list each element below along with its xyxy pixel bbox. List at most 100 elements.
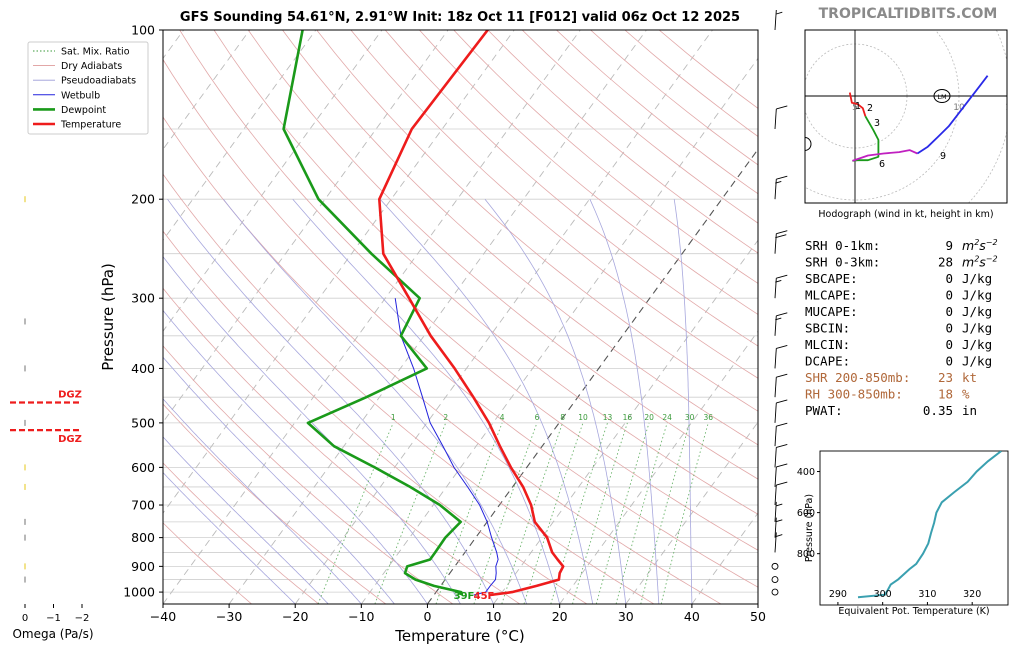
index-label: MLCIN: bbox=[805, 337, 850, 352]
pseudoadiabat-line bbox=[673, 199, 693, 604]
hodograph-ring-label: 10 bbox=[953, 103, 965, 113]
pseudoadiabat-line bbox=[223, 198, 527, 604]
theta-e-y-tick-label: 800 bbox=[797, 549, 815, 560]
dry-adiabat-line bbox=[163, 116, 722, 604]
dry-adiabat-line bbox=[453, 30, 758, 284]
index-value: 0 bbox=[945, 271, 953, 286]
calm-wind-circle bbox=[771, 562, 779, 570]
hodograph-height-label: 2 bbox=[867, 103, 873, 114]
wind-barb-staff bbox=[774, 233, 777, 254]
legend-label: Dry Adiabats bbox=[61, 61, 122, 72]
pseudoadiabat-line bbox=[163, 256, 461, 604]
wetbulb-profile-line bbox=[394, 298, 499, 596]
theta-e-x-tick-label: 300 bbox=[874, 589, 892, 600]
theta-e-y-tick-label: 400 bbox=[797, 467, 815, 478]
pseudoadiabat-line bbox=[163, 356, 395, 604]
wind-barb-half-flag bbox=[775, 279, 782, 283]
hodograph: 51015202512369LMRM bbox=[796, 30, 1016, 203]
hodograph-height-label: 1 bbox=[855, 101, 861, 112]
mixing-ratio-line bbox=[435, 422, 503, 604]
mixing-ratio-label: 10 bbox=[578, 413, 588, 422]
theta-e-panel: 400 600 800 290 300 310 320 bbox=[797, 450, 1009, 606]
legend-label: Wetbulb bbox=[61, 90, 100, 101]
y-tick-label: 100 bbox=[131, 23, 155, 38]
wind-barb-staff bbox=[774, 447, 777, 468]
index-unit: in bbox=[962, 403, 977, 418]
hodograph-segment bbox=[916, 75, 989, 155]
wind-barb-flag bbox=[776, 463, 788, 468]
y-axis-label: Pressure (hPa) bbox=[99, 263, 117, 371]
mixing-ratio-label: 24 bbox=[662, 413, 672, 422]
theta-e-x-tick-label: 320 bbox=[963, 589, 981, 600]
index-label: SHR 200-850mb: bbox=[805, 370, 910, 385]
index-unit: J/kg bbox=[962, 321, 992, 336]
hodograph-ring-label: 5 bbox=[852, 103, 858, 113]
wind-barb-flag bbox=[776, 312, 788, 317]
hodograph-height-label: 3 bbox=[874, 118, 880, 129]
wind-barb-flag bbox=[776, 481, 788, 486]
hodograph-ring-label: 15 bbox=[1005, 103, 1016, 113]
mixing-ratio-label: 36 bbox=[704, 413, 714, 422]
mixing-ratio-label: 30 bbox=[685, 413, 695, 422]
theta-e-frame bbox=[819, 450, 1009, 606]
wind-barb-staff bbox=[774, 501, 777, 522]
index-unit: J/kg bbox=[962, 304, 992, 319]
storm-motion-label: RM bbox=[796, 141, 806, 149]
index-value: 0 bbox=[945, 337, 953, 352]
dry-adiabat-line bbox=[384, 30, 758, 347]
pseudoadiabat-line bbox=[163, 471, 296, 604]
wind-barb-staff bbox=[774, 348, 777, 369]
wind-barb-staff bbox=[774, 377, 777, 398]
mixing-ratio-line bbox=[317, 422, 394, 604]
indices-table: SRH 0-1km: 9 m2s−2 SRH 0-3km: 28 m2s−2 SBCAPE:… bbox=[805, 238, 998, 418]
isotherm-line bbox=[228, 30, 647, 604]
wind-barb-half-flag bbox=[776, 519, 783, 523]
mixing-ratio-line bbox=[473, 422, 538, 604]
mixing-ratio-line bbox=[550, 422, 608, 604]
y-tick-label: 700 bbox=[131, 498, 155, 513]
dry-adiabat-line bbox=[163, 173, 655, 604]
dry-adiabat-line bbox=[163, 522, 252, 604]
theta-e-x-tick-label: 290 bbox=[829, 589, 847, 600]
index-unit: kt bbox=[962, 370, 977, 385]
mixing-ratio-line bbox=[572, 422, 628, 604]
dry-adiabat-line bbox=[163, 58, 758, 588]
dry-adiabat-line bbox=[163, 462, 319, 604]
mixing-ratio-label: 1 bbox=[391, 413, 396, 422]
x-tick-label: −20 bbox=[282, 609, 308, 624]
index-label: RH 300-850mb: bbox=[805, 387, 903, 402]
index-value: 9 bbox=[945, 238, 953, 253]
isotherm-line bbox=[163, 30, 251, 151]
dry-adiabat-line bbox=[350, 30, 758, 379]
index-unit: m2s−2 bbox=[962, 255, 998, 270]
index-label: SRH 0-3km: bbox=[805, 255, 880, 270]
wind-barb-flag bbox=[776, 344, 788, 349]
pseudoadiabat-line bbox=[163, 436, 329, 604]
wind-barb-flag bbox=[776, 443, 788, 448]
index-value: 28 bbox=[938, 255, 953, 270]
index-label: SRH 0-1km: bbox=[805, 238, 880, 253]
legend-label: Pseudoadiabats bbox=[61, 76, 136, 87]
legend-label: Temperature bbox=[60, 120, 121, 131]
index-value: 18 bbox=[938, 387, 953, 402]
wind-barb-staff bbox=[774, 278, 777, 299]
wind-barb-flag bbox=[776, 105, 788, 110]
y-tick-label: 500 bbox=[131, 415, 155, 430]
isotherm-line bbox=[163, 30, 449, 423]
y-tick-label: 400 bbox=[131, 361, 155, 376]
theta-e-y-label: Pressure (hPa) bbox=[804, 494, 815, 562]
wind-barb-half-flag bbox=[776, 11, 783, 15]
index-unit: J/kg bbox=[962, 354, 992, 369]
wind-barb-staff bbox=[774, 484, 777, 506]
dewpoint-profile-line bbox=[282, 30, 463, 596]
mean-motion-label: LM bbox=[937, 93, 946, 101]
dry-adiabat-line bbox=[316, 30, 758, 412]
index-unit: J/kg bbox=[962, 337, 992, 352]
x-axis-label: Temperature (°C) bbox=[394, 627, 524, 645]
isotherm-line bbox=[294, 30, 713, 604]
omega-x-tick-label: 0 bbox=[22, 613, 28, 624]
surface-labels: 39F 45F bbox=[454, 591, 495, 602]
dry-adiabat-line bbox=[179, 30, 758, 551]
pseudoadiabat-line bbox=[484, 198, 627, 604]
